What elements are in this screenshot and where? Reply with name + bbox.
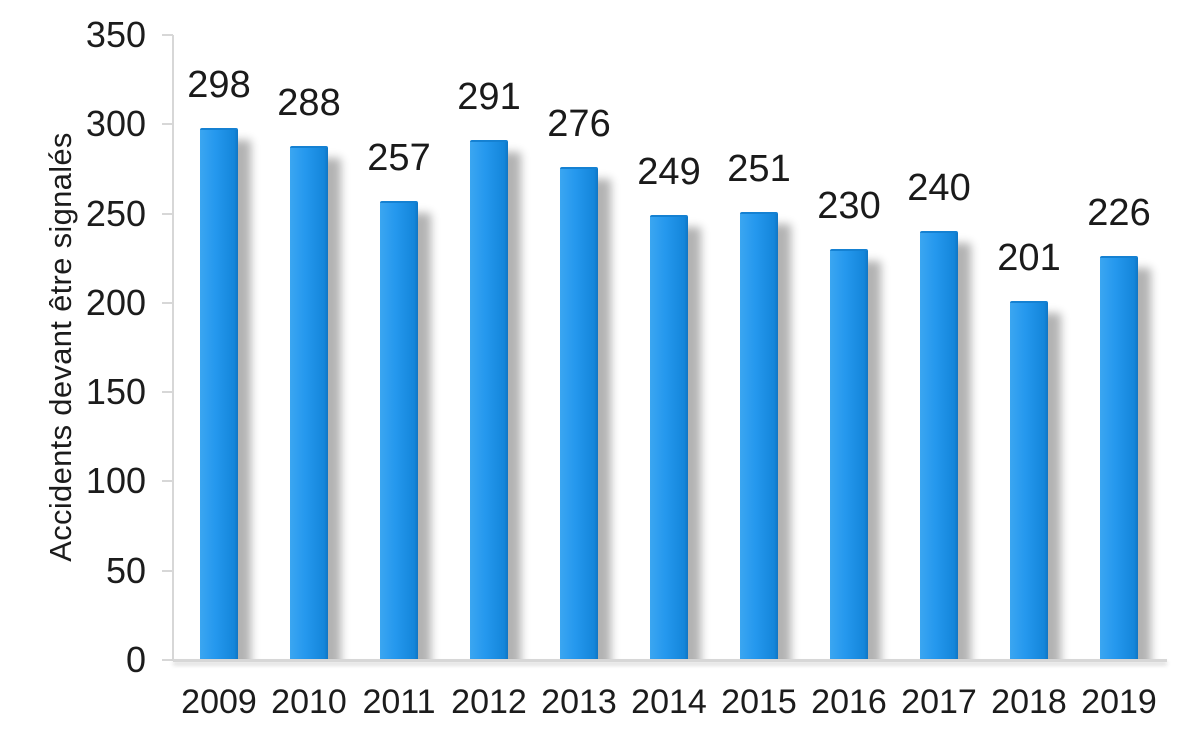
- y-tick-mark: [162, 123, 173, 125]
- bar: [740, 212, 778, 660]
- x-tick-label: 2016: [811, 683, 887, 721]
- bar: [470, 140, 508, 660]
- bar-value-label: 240: [907, 167, 971, 209]
- bar: [200, 128, 238, 660]
- bar: [290, 146, 328, 660]
- x-tick-label: 2019: [1081, 683, 1157, 721]
- bar: [1100, 256, 1138, 660]
- x-tick-label: 2018: [991, 683, 1067, 721]
- bar: [380, 201, 418, 660]
- x-tick-label: 2011: [362, 683, 436, 721]
- y-axis-line: [172, 35, 174, 661]
- bar-value-label: 201: [997, 237, 1061, 279]
- bar: [830, 249, 868, 660]
- bar-value-label: 226: [1087, 192, 1151, 234]
- y-tick-label: 250: [85, 193, 146, 234]
- y-tick-label: 300: [85, 103, 146, 144]
- x-tick-label: 2013: [541, 683, 617, 721]
- bar-value-label: 298: [187, 64, 251, 106]
- y-tick-mark: [162, 34, 173, 36]
- bar: [560, 167, 598, 660]
- bar: [650, 215, 688, 660]
- y-tick-label: 100: [85, 460, 146, 501]
- y-tick-label: 0: [125, 639, 146, 680]
- bar: [1010, 301, 1048, 660]
- bar-value-label: 251: [727, 148, 791, 190]
- y-tick-label: 50: [105, 550, 146, 591]
- y-tick-mark: [162, 213, 173, 215]
- bar-value-label: 257: [367, 137, 431, 179]
- bar: [920, 231, 958, 660]
- bar-value-label: 249: [637, 151, 701, 193]
- x-tick-label: 2010: [271, 683, 347, 721]
- y-tick-label: 200: [85, 282, 146, 323]
- y-tick-mark: [162, 570, 173, 572]
- y-tick-label: 350: [85, 14, 146, 55]
- x-tick-label: 2017: [901, 683, 977, 721]
- x-tick-label: 2014: [631, 683, 707, 721]
- y-tick-mark: [162, 391, 173, 393]
- x-axis-line: [173, 659, 1167, 662]
- y-tick-mark: [162, 480, 173, 482]
- y-tick-mark: [162, 302, 173, 304]
- x-tick-label: 2015: [721, 683, 797, 721]
- y-tick-label: 150: [85, 371, 146, 412]
- bar-value-label: 276: [547, 103, 611, 145]
- bar-value-label: 288: [277, 82, 341, 124]
- x-tick-label: 2009: [181, 683, 257, 721]
- x-tick-label: 2012: [451, 683, 527, 721]
- bar-value-label: 230: [817, 185, 881, 227]
- y-tick-mark: [162, 659, 173, 661]
- plot-area: [200, 128, 1138, 660]
- bar-value-label: 291: [457, 76, 521, 118]
